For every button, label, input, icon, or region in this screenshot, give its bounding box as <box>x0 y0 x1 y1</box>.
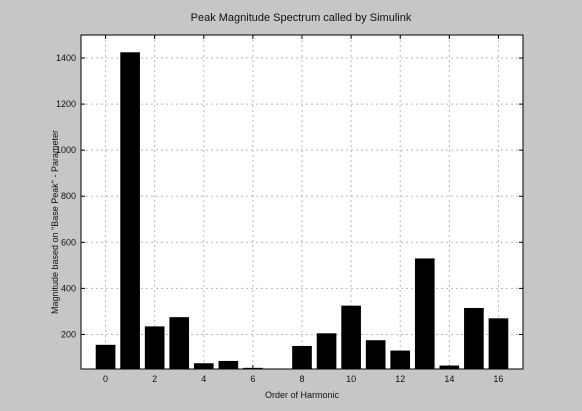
x-tick-label: 2 <box>152 374 157 384</box>
y-tick-label: 800 <box>61 191 76 201</box>
bar <box>488 318 509 369</box>
y-tick-label: 200 <box>61 329 76 339</box>
y-axis-label: Magnitude based on "Base Peak" - Paramet… <box>50 130 60 314</box>
grid-lines <box>81 35 523 369</box>
bar <box>292 345 312 369</box>
bar <box>316 333 337 369</box>
y-axis-ticks: 200 400 600 800 1000 1200 1400 <box>56 53 523 339</box>
x-tick-label: 4 <box>201 374 206 384</box>
x-tick-label: 10 <box>346 374 356 384</box>
y-tick-label: 1200 <box>56 99 76 109</box>
y-tick-label: 400 <box>61 283 76 293</box>
x-tick-label: 14 <box>444 374 454 384</box>
bar <box>169 317 190 369</box>
x-tick-label: 16 <box>493 374 503 384</box>
bar <box>218 360 239 369</box>
chart-title: Peak Magnitude Spectrum called by Simuli… <box>191 12 412 24</box>
bar <box>144 326 165 369</box>
y-tick-label: 600 <box>61 237 76 247</box>
bar <box>365 340 386 369</box>
bars <box>95 52 509 369</box>
bar <box>95 344 116 369</box>
bar <box>341 305 361 369</box>
bar <box>414 258 435 369</box>
y-tick-label: 1000 <box>56 145 76 155</box>
x-tick-label: 8 <box>299 374 304 384</box>
bar <box>120 52 140 369</box>
x-axis-ticks: 0 2 4 6 8 10 12 14 16 <box>103 35 503 384</box>
bar <box>464 307 484 369</box>
x-axis-label: Order of Harmonic <box>265 390 340 400</box>
x-tick-label: 6 <box>250 374 255 384</box>
x-tick-label: 12 <box>395 374 405 384</box>
x-tick-label: 0 <box>103 374 108 384</box>
bar <box>390 350 411 369</box>
y-tick-label: 1400 <box>56 53 76 63</box>
